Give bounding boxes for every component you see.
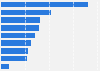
Bar: [1, 25, 39, 31]
Bar: [1, 40, 31, 46]
Bar: [1, 17, 40, 23]
Bar: [1, 2, 88, 7]
Bar: [1, 56, 27, 61]
Bar: [1, 33, 35, 38]
Bar: [1, 48, 28, 54]
Bar: [1, 10, 51, 15]
Bar: [1, 64, 9, 69]
